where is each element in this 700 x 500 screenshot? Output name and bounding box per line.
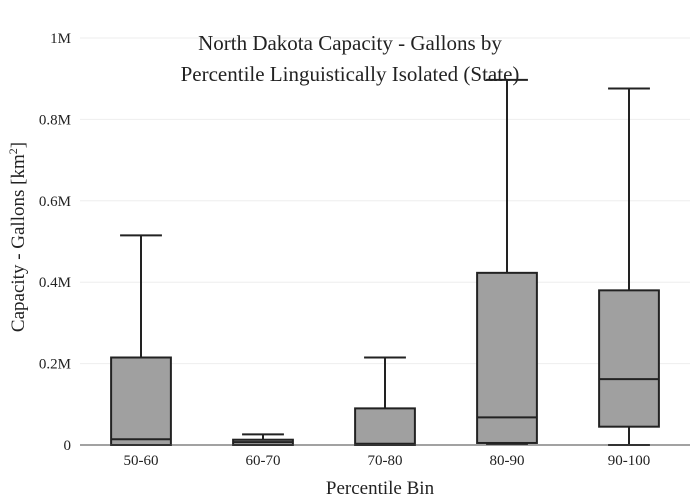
y-tick-label: 0.2M xyxy=(39,357,71,373)
y-axis-ticks: 0 0.2M 0.4M 0.6M 0.8M 1M xyxy=(39,31,71,454)
box-60-70 xyxy=(232,433,294,447)
x-tick-label: 80-90 xyxy=(490,453,525,469)
box-iqr xyxy=(354,407,416,446)
chart-title-line-1: North Dakota Capacity - Gallons by xyxy=(198,31,502,55)
x-tick-label: 70-80 xyxy=(368,453,403,469)
box-50-60 xyxy=(110,234,172,446)
x-tick-label: 50-60 xyxy=(124,453,159,469)
y-tick-label: 0.4M xyxy=(39,275,71,291)
box-iqr xyxy=(110,356,172,446)
grid-lines xyxy=(80,37,690,365)
box-iqr xyxy=(598,289,660,428)
y-tick-label: 0.8M xyxy=(39,112,71,128)
y-axis-label-end: ] xyxy=(8,142,29,148)
y-axis-label-text: Capacity - Gallons [km xyxy=(8,154,29,332)
box-iqr xyxy=(476,271,538,444)
box-80-90 xyxy=(476,78,538,445)
x-tick-label: 90-100 xyxy=(608,453,651,469)
y-tick-label: 0.6M xyxy=(39,194,71,210)
y-axis-label-superscript: 2 xyxy=(6,148,20,154)
box-90-100 xyxy=(598,87,660,446)
box-70-80 xyxy=(354,356,416,446)
x-tick-label: 60-70 xyxy=(246,453,281,469)
x-axis-ticks: 50-60 60-70 70-80 80-90 90-100 xyxy=(124,453,651,469)
box-series xyxy=(110,78,660,447)
y-axis-label: Capacity - Gallons [km2] xyxy=(6,142,29,332)
y-tick-label: 0 xyxy=(64,438,72,454)
y-tick-label: 1M xyxy=(50,31,71,47)
chart-title-line-2: Percentile Linguistically Isolated (Stat… xyxy=(181,62,520,86)
x-axis-label: Percentile Bin xyxy=(326,478,435,499)
